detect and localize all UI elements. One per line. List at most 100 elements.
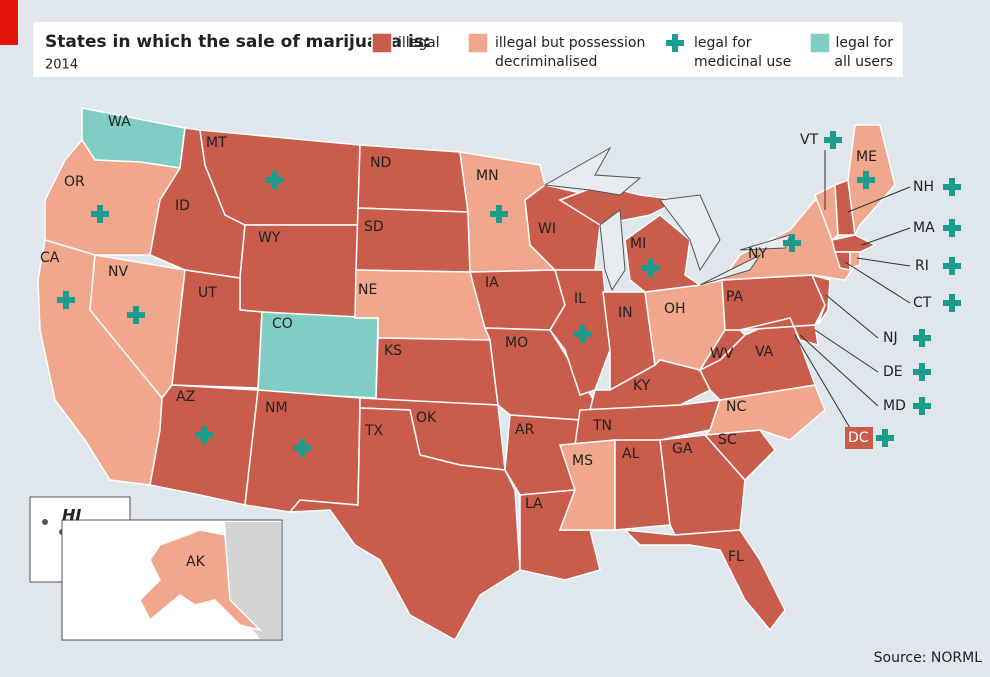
- tab: [0, 0, 18, 45]
- state-label: CO: [272, 316, 293, 332]
- states: [37, 107, 896, 642]
- state-label: AK: [186, 554, 206, 570]
- state-label: OK: [416, 410, 437, 426]
- state-label: AR: [515, 422, 535, 438]
- shape: [861, 227, 911, 246]
- state-label: GA: [672, 441, 693, 457]
- state: [698, 313, 817, 401]
- shape: [42, 519, 48, 525]
- state-label: AL: [622, 446, 640, 462]
- state-label: NH: [913, 179, 934, 195]
- state-label: NJ: [883, 330, 898, 346]
- legend-label: decriminalised: [495, 54, 597, 70]
- state-label: WV: [710, 346, 734, 362]
- shape: [824, 131, 842, 149]
- state: [622, 529, 786, 632]
- state-label: MD: [883, 398, 906, 414]
- shape: [844, 261, 911, 304]
- legend-label: medicinal use: [694, 54, 791, 70]
- state-label: VA: [755, 344, 774, 360]
- state-label: NV: [108, 264, 128, 280]
- shape: [943, 257, 961, 275]
- state-label: NY: [748, 246, 767, 262]
- state-label: DE: [883, 364, 903, 380]
- state-label: UT: [198, 285, 217, 301]
- shape: [943, 219, 961, 237]
- state-label: VT: [800, 132, 819, 148]
- shape: [794, 334, 851, 429]
- shape: [876, 429, 894, 447]
- state-label: TN: [592, 418, 612, 434]
- shape: [913, 363, 931, 381]
- state-label: SC: [718, 432, 737, 448]
- state: [833, 251, 851, 271]
- lake: [543, 146, 642, 196]
- state: [739, 317, 819, 347]
- state-label: IL: [574, 291, 586, 307]
- source: Source: NORML: [874, 650, 983, 666]
- lake: [599, 209, 626, 292]
- legend-label: illegal: [398, 35, 440, 51]
- state-label: ME: [856, 149, 877, 165]
- legend-label: illegal but possession: [495, 35, 645, 51]
- title: States in which the sale of marijuana is…: [45, 32, 431, 52]
- state: [810, 273, 831, 326]
- state-label: NC: [726, 399, 746, 415]
- state-label: MT: [206, 135, 227, 151]
- lakes: [543, 146, 791, 292]
- shape: [799, 334, 879, 407]
- shape: [943, 178, 961, 196]
- shape: [913, 397, 931, 415]
- legend-swatch: [809, 32, 831, 54]
- state-label: OR: [64, 174, 85, 190]
- state-label: MN: [476, 168, 499, 184]
- lake: [699, 253, 762, 286]
- shape: [943, 294, 961, 312]
- legend-label: legal for: [694, 35, 752, 51]
- state: [139, 529, 263, 632]
- state-label: WI: [538, 221, 556, 237]
- shape: [847, 186, 911, 213]
- state-label: IN: [618, 305, 633, 321]
- state: [558, 439, 616, 531]
- state-label: OH: [664, 301, 686, 317]
- state-label: KY: [633, 378, 651, 394]
- state-label: MS: [572, 453, 593, 469]
- shape: [825, 294, 879, 339]
- state-label: HI: [62, 506, 81, 525]
- state-label: RI: [915, 258, 929, 274]
- state-label: NM: [265, 400, 288, 416]
- state-label: NE: [358, 282, 377, 298]
- state: [697, 329, 747, 372]
- state-label: CT: [913, 295, 932, 311]
- state-label: DC: [848, 430, 869, 446]
- state-label: ND: [370, 155, 391, 171]
- shape: [913, 329, 931, 347]
- lake: [659, 194, 721, 272]
- state: [149, 384, 259, 506]
- legend-swatch: [371, 32, 393, 54]
- legend-label: legal for: [835, 35, 893, 51]
- state-label: SD: [364, 219, 384, 235]
- shape: WA OR CA NV ID MT WY UT CO AZ NM ND SD N…: [40, 114, 935, 570]
- state-label: TX: [364, 423, 384, 439]
- state-label: PA: [726, 289, 744, 305]
- state-label: ID: [175, 198, 190, 214]
- state-label: MI: [630, 236, 646, 252]
- state: [831, 234, 877, 253]
- state: [849, 251, 861, 270]
- state-label: KS: [384, 343, 402, 359]
- state-label: FL: [728, 549, 744, 565]
- legend-swatch: [467, 32, 489, 54]
- shape: [814, 329, 879, 373]
- state: [355, 207, 471, 273]
- state-label: LA: [525, 496, 543, 512]
- state-label: WY: [258, 230, 281, 246]
- state: [288, 407, 521, 642]
- state: [624, 214, 703, 293]
- state-label: CA: [40, 250, 60, 266]
- state-label: IA: [485, 275, 499, 291]
- shape: [856, 257, 911, 267]
- state-label: WA: [108, 114, 131, 130]
